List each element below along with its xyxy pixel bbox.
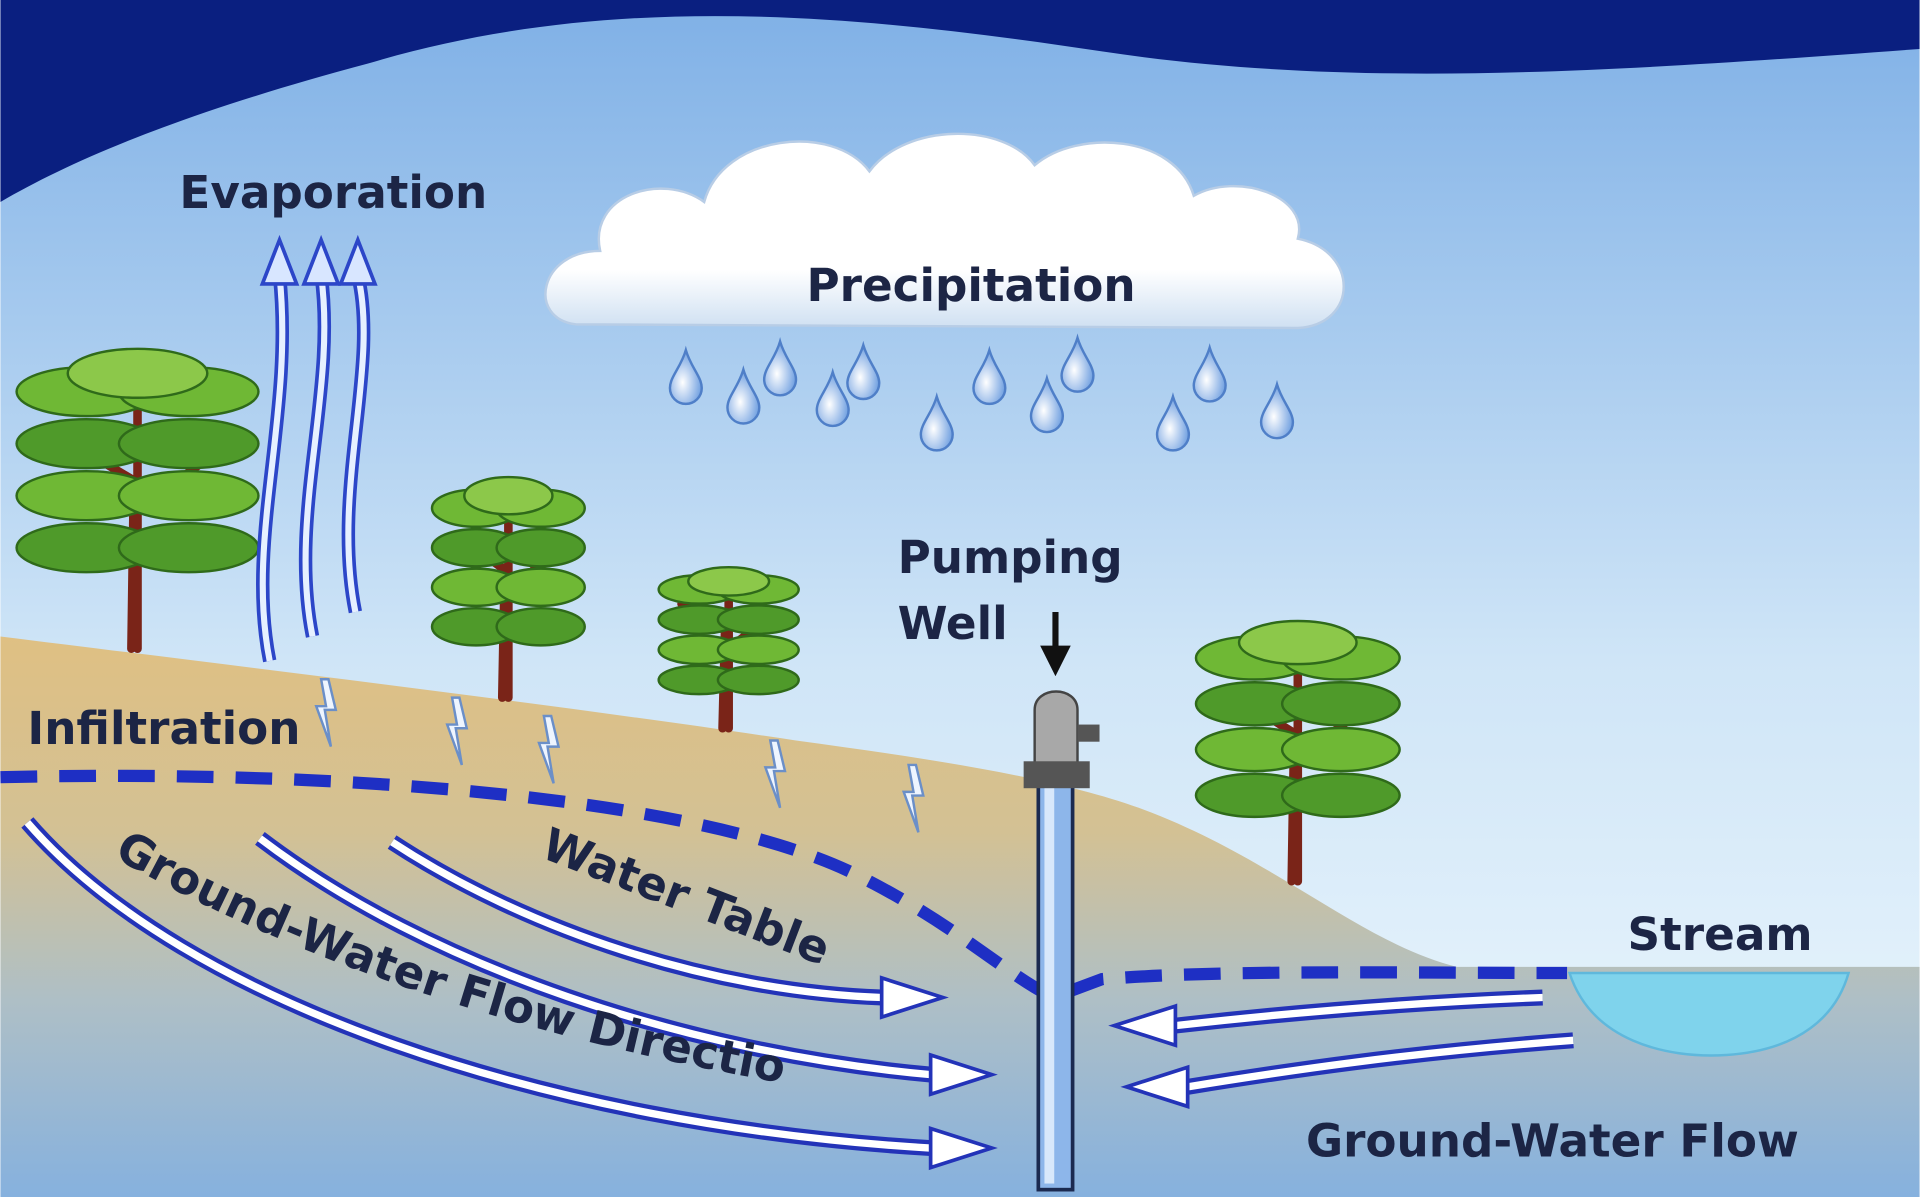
water-cycle-diagram: Evaporation Precipitation Pumping Well I… [0,0,1920,1197]
tree-foliage [119,419,259,468]
tree-foliage [497,608,585,645]
tree-foliage [1282,728,1399,771]
precipitation-label: Precipitation [806,259,1135,312]
tree-foliage [718,666,799,694]
well-base [1024,761,1090,788]
tree-foliage [119,471,259,520]
tree-foliage [718,636,799,664]
well-head [1035,692,1078,765]
tree-foliage [119,523,259,572]
tree-foliage [1282,774,1399,817]
tree-foliage [68,349,208,398]
tree-foliage [497,529,585,566]
ground-water-flow-label: Ground-Water Flow [1306,1115,1799,1168]
tree-foliage [718,605,799,633]
tree-foliage [1282,682,1399,725]
infiltration-label: Infiltration [27,702,300,755]
page: Evaporation Precipitation Pumping Well I… [0,0,1920,1197]
well-highlight [1044,777,1054,1183]
well-spout [1077,725,1099,742]
evaporation-label: Evaporation [179,166,487,219]
pumping-well-label: Pumping [898,531,1123,584]
tree-foliage [464,477,552,514]
tree-foliage [497,569,585,606]
pumping-well-label: Well [898,597,1008,650]
tree-foliage [1239,621,1356,664]
tree-foliage [688,567,769,595]
stream-label: Stream [1628,908,1813,961]
well-casing [1038,771,1072,1190]
